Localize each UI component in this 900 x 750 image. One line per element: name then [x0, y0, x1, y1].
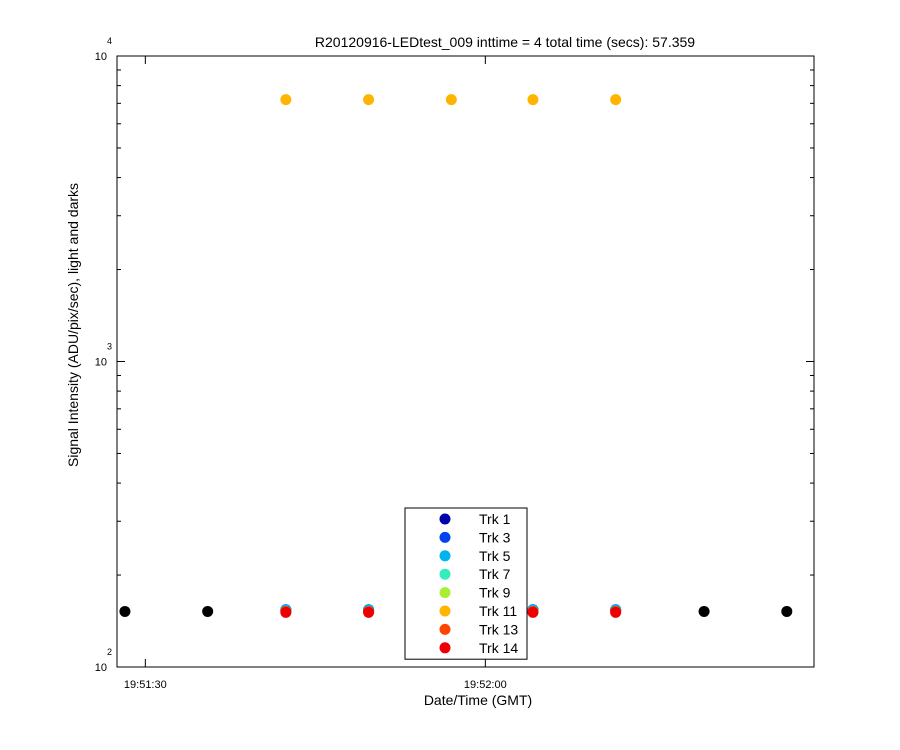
x-tick-label: 19:51:30 [124, 679, 167, 691]
legend-label: Trk 9 [479, 585, 511, 601]
legend-label: Trk 11 [479, 603, 517, 619]
data-point [280, 94, 292, 106]
data-point [363, 94, 375, 106]
y-tick-label: 10 [95, 662, 107, 674]
y-tick-label: 10 [95, 51, 107, 63]
data-point [781, 605, 793, 617]
legend-marker [439, 568, 451, 580]
chart-title: R20120916-LEDtest_009 inttime = 4 total … [315, 34, 695, 50]
legend-label: Trk 7 [479, 566, 511, 582]
data-point [119, 605, 131, 617]
y-tick-exponent: 4 [107, 36, 112, 46]
legend: Trk 1 Trk 3 Trk 5 Trk 7 Trk 9 Trk 11 Trk 13 Trk… [404, 507, 528, 660]
legend-marker [439, 587, 451, 599]
legend-marker [439, 531, 451, 543]
data-point [527, 606, 539, 618]
x-tick-label: 19:52:00 [464, 679, 507, 691]
y-tick-exponent: 2 [107, 647, 112, 657]
y-tick-exponent: 3 [107, 342, 112, 352]
y-axis-label: Signal Intensity (ADU/pix/sec), light an… [65, 183, 81, 467]
data-point [610, 606, 622, 618]
legend-marker [439, 550, 451, 562]
data-point [610, 94, 622, 106]
legend-box [404, 507, 528, 660]
data-point [698, 605, 710, 617]
x-axis-label: Date/Time (GMT) [424, 692, 532, 708]
legend-marker [439, 642, 451, 654]
data-point [202, 605, 214, 617]
legend-marker [439, 605, 451, 617]
legend-label: Trk 3 [479, 529, 511, 545]
y-tick-label: 10 [95, 357, 107, 369]
legend-label: Trk 5 [479, 548, 511, 564]
legend-label: Trk 13 [479, 621, 518, 637]
x-axis: 19:51:30 19:52:00 [124, 56, 507, 691]
legend-marker [439, 513, 451, 525]
legend-label: Trk 1 [479, 511, 511, 527]
data-point [527, 94, 539, 106]
legend-marker [439, 623, 451, 635]
data-point [280, 606, 292, 618]
data-point [363, 606, 375, 618]
legend-label: Trk 14 [479, 640, 518, 656]
data-point [445, 94, 457, 106]
